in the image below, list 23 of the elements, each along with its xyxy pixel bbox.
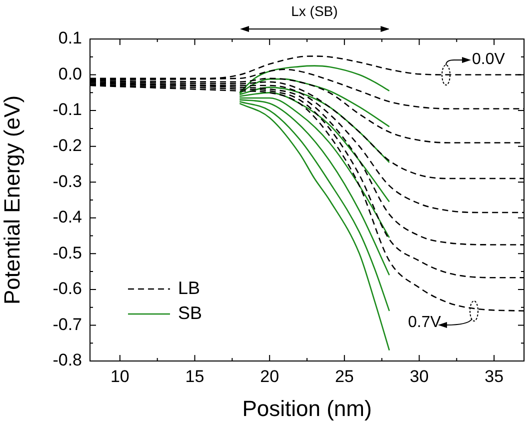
y-tick-label: 0.0 [58,64,82,84]
text: Lx (SB) [290,3,339,19]
x-tick-label: 25 [334,366,354,386]
x-tick-label: 30 [410,366,429,386]
y-tick-label: -0.6 [52,279,82,298]
x-tick-label: 15 [185,366,204,386]
y-tick-label: -0.1 [52,100,82,120]
y-tick-label: 0.1 [58,28,82,48]
annotation: 0.7V [408,312,441,333]
y-tick-label: -0.3 [52,172,82,191]
legend-label: SB [178,302,202,323]
legend-label: LB [178,278,200,298]
y-tick-label: -0.2 [52,136,82,156]
x-tick-label: 20 [260,366,280,386]
x-tick-label: 10 [110,366,130,386]
y-axis-title: Potential Energy (eV) [0,95,24,305]
y-tick-label: -0.8 [52,350,82,370]
x-tick-label: 35 [484,366,504,386]
y-tick-label: -0.5 [52,243,82,262]
x-axis-title: Position (nm) [242,396,372,421]
annotation: 0.0V [472,50,505,70]
y-tick-label: -0.4 [52,208,82,227]
y-tick-label: -0.7 [52,314,82,334]
